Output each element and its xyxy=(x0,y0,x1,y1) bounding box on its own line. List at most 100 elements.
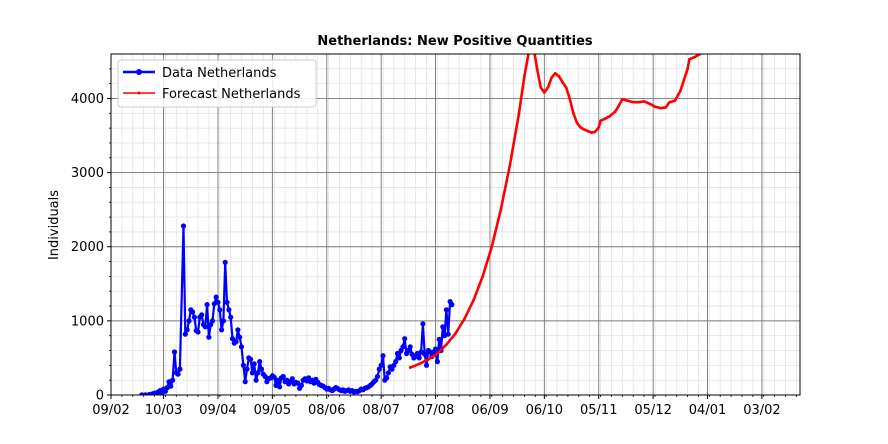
forecast-point xyxy=(481,275,485,278)
data-point xyxy=(280,373,286,380)
data-point xyxy=(228,314,234,320)
forecast-point xyxy=(599,119,602,122)
x-tick-label: 09/04 xyxy=(199,403,236,418)
forecast-point xyxy=(686,67,689,71)
legend-forecast-marker xyxy=(137,91,141,95)
data-point xyxy=(180,223,187,229)
x-tick-label: 09/02 xyxy=(92,403,129,418)
chart-title: Netherlands: New Positive Quantities xyxy=(317,34,593,49)
plot-area-frame xyxy=(110,53,801,396)
series-forecast-netherlands xyxy=(408,54,702,369)
data-point xyxy=(204,302,210,308)
forecast-point xyxy=(682,78,686,82)
forecast-point xyxy=(568,97,571,100)
forecast-point xyxy=(408,366,412,369)
forecast-point xyxy=(608,115,611,118)
forecast-point xyxy=(590,131,593,134)
x-tick-label: 04/01 xyxy=(689,403,726,418)
data-point xyxy=(277,384,283,390)
data-point xyxy=(396,355,402,361)
forecast-point xyxy=(626,99,630,102)
forecast-point xyxy=(575,121,579,125)
x-tick-label: 10/03 xyxy=(145,403,182,418)
legend-box xyxy=(117,59,317,108)
data-point xyxy=(402,336,408,342)
forecast-point xyxy=(586,129,590,133)
forecast-point xyxy=(550,76,553,79)
data-point xyxy=(237,334,243,340)
forecast-point xyxy=(445,343,448,346)
x-axis: 09/02 10/03 09/04 09/05 08/06 08/07 07/08 06/09… xyxy=(92,395,797,418)
forecast-point xyxy=(693,55,697,59)
data-point xyxy=(240,362,246,368)
data-point xyxy=(440,324,446,330)
data-point xyxy=(427,349,433,355)
data-point xyxy=(289,376,295,382)
data-point xyxy=(190,309,196,315)
data-point xyxy=(220,318,226,324)
data-point xyxy=(209,318,216,324)
y-axis: 0 1000 2000 3000 4000 xyxy=(71,68,111,404)
data-point xyxy=(226,307,232,313)
y-tick-label: 4000 xyxy=(71,92,104,107)
data-point xyxy=(171,349,178,355)
x-tick-label: 08/06 xyxy=(308,403,345,418)
x-tick-label: 05/12 xyxy=(634,403,671,418)
data-point xyxy=(258,366,265,372)
forecast-point xyxy=(463,317,466,320)
x-tick-label: 09/05 xyxy=(254,403,291,418)
forecast-point xyxy=(564,86,568,89)
major-grid xyxy=(110,54,800,396)
y-tick-label: 0 xyxy=(96,389,104,404)
data-point xyxy=(219,327,225,333)
forecast-point xyxy=(557,74,561,78)
forecast-point xyxy=(572,112,575,115)
forecast-point xyxy=(621,97,624,101)
data-point xyxy=(251,361,257,367)
data-point xyxy=(175,371,181,377)
data-point xyxy=(422,351,428,357)
data-point xyxy=(222,259,228,265)
data-point xyxy=(238,344,245,350)
forecast-point xyxy=(593,130,597,134)
data-point xyxy=(385,370,391,376)
data-point xyxy=(380,353,386,359)
y-tick-label: 1000 xyxy=(71,314,104,329)
x-tick-label: 06/09 xyxy=(471,403,508,418)
x-tick-label: 08/07 xyxy=(362,403,399,418)
x-tick-label: 03/02 xyxy=(743,403,780,418)
data-point xyxy=(242,379,248,385)
forecast-point xyxy=(543,91,546,94)
legend: Data Netherlands Forecast Netherlands xyxy=(117,59,317,108)
forecast-point xyxy=(597,126,600,129)
data-point xyxy=(257,359,263,365)
data-point xyxy=(416,355,422,361)
forecast-point xyxy=(582,128,586,131)
data-point xyxy=(244,366,250,372)
data-point xyxy=(235,327,241,333)
data-point xyxy=(191,314,197,320)
data-point xyxy=(249,370,255,376)
forecast-point xyxy=(454,332,457,335)
forecast-point xyxy=(602,117,606,121)
forecast-point xyxy=(664,106,668,109)
forecast-point xyxy=(642,100,646,103)
forecast-point xyxy=(546,86,550,89)
forecast-point xyxy=(553,72,557,75)
data-point xyxy=(182,331,188,337)
data-point xyxy=(271,374,277,380)
forecast-point xyxy=(499,208,503,211)
x-tick-label: 06/10 xyxy=(526,403,563,418)
data-point xyxy=(184,327,190,333)
forecast-point xyxy=(561,80,564,84)
forecast-point xyxy=(688,57,691,61)
forecast-point xyxy=(679,89,682,93)
data-point xyxy=(393,359,399,365)
data-point xyxy=(248,356,254,362)
data-point xyxy=(449,302,455,308)
legend-label-data: Data Netherlands xyxy=(162,66,277,81)
forecast-point xyxy=(637,100,640,104)
forecast-point xyxy=(617,104,620,108)
forecast-point xyxy=(579,126,582,129)
